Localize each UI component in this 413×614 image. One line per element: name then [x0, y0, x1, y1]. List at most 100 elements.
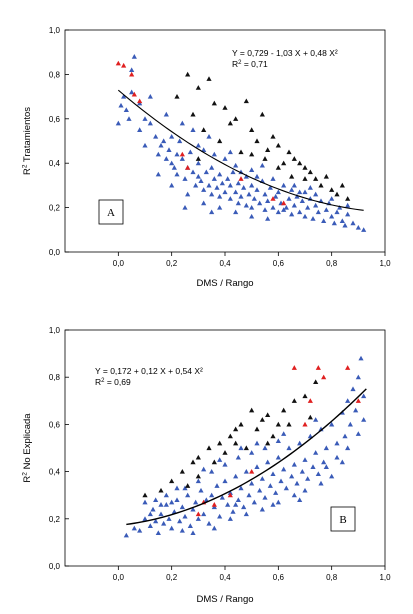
black-data-point — [297, 160, 303, 166]
blue-data-point — [129, 89, 135, 95]
blue-data-point — [201, 511, 207, 517]
blue-data-point — [262, 191, 268, 197]
blue-data-point — [147, 94, 153, 99]
blue-data-point — [225, 176, 231, 181]
blue-data-point — [241, 185, 247, 190]
black-data-point — [302, 165, 308, 170]
blue-data-point — [211, 176, 217, 181]
blue-data-point — [123, 532, 129, 538]
blue-data-point — [166, 147, 172, 152]
blue-data-point — [254, 440, 260, 446]
x-tick-label: 0,0 — [113, 573, 125, 582]
blue-data-point — [230, 509, 236, 514]
blue-data-point — [230, 169, 236, 175]
blue-data-point — [302, 189, 308, 195]
black-data-point — [291, 398, 297, 403]
regression-curve — [117, 89, 364, 211]
blue-data-point — [169, 499, 175, 505]
blue-data-point — [278, 478, 284, 484]
blue-data-point — [233, 209, 239, 215]
blue-data-point — [254, 464, 260, 469]
blue-data-point — [310, 216, 316, 221]
blue-data-point — [179, 120, 185, 126]
blue-data-point — [209, 191, 215, 197]
black-data-point — [243, 98, 249, 104]
y-axis-ticks: 0,0 0,2 0,4 0,6 0,8 1,0 — [49, 326, 69, 571]
blue-data-point — [355, 224, 361, 230]
x-tick-label: 0,2 — [166, 259, 178, 268]
black-data-point — [249, 151, 255, 157]
blue-data-point — [281, 207, 287, 212]
blue-data-point — [323, 445, 329, 451]
blue-data-point — [313, 191, 319, 197]
blue-data-point — [302, 457, 308, 462]
black-data-point — [302, 393, 308, 399]
blue-data-point — [187, 149, 193, 155]
blue-data-point — [270, 205, 276, 210]
black-data-point — [227, 120, 233, 126]
black-data-point — [211, 100, 217, 106]
black-data-point — [195, 85, 201, 90]
blue-data-point — [262, 445, 268, 451]
x-tick-label: 0,6 — [273, 573, 285, 582]
x-tick-label: 0,0 — [113, 259, 125, 268]
y-tick-label: 0,2 — [49, 515, 61, 524]
black-data-point — [249, 127, 255, 132]
red-data-point — [249, 469, 255, 474]
blue-data-point — [315, 209, 321, 215]
black-data-point — [190, 459, 196, 465]
blue-data-point — [249, 205, 255, 210]
blue-data-point — [259, 506, 265, 512]
blue-data-point — [182, 205, 188, 210]
blue-data-point — [147, 511, 153, 517]
black-data-point — [345, 196, 351, 201]
red-data-point — [321, 374, 327, 380]
y-tick-label: 0,4 — [49, 159, 61, 168]
red-data-point — [179, 151, 185, 157]
blue-data-point — [158, 511, 164, 517]
blue-data-point — [222, 156, 228, 161]
blue-data-point — [243, 511, 249, 517]
blue-data-point — [169, 133, 175, 139]
blue-data-point — [142, 116, 148, 121]
blue-data-point — [337, 205, 343, 210]
blue-data-point — [270, 176, 276, 181]
blue-data-point — [289, 211, 295, 217]
blue-data-point — [227, 490, 233, 495]
blue-data-point — [265, 216, 271, 221]
blue-data-point — [251, 499, 257, 505]
red-data-point — [227, 492, 233, 498]
y-tick-label: 0,0 — [49, 562, 61, 571]
blue-data-point — [190, 169, 196, 175]
red-data-point — [345, 365, 351, 370]
black-data-point — [289, 173, 295, 179]
blue-data-point — [217, 205, 223, 210]
blue-data-point — [182, 513, 188, 519]
black-data-point — [313, 379, 319, 384]
blue-data-point — [249, 182, 255, 188]
blue-data-point — [297, 189, 303, 195]
blue-data-point — [201, 200, 207, 206]
blue-data-point — [233, 189, 239, 195]
blue-data-point — [163, 111, 169, 117]
black-data-point — [217, 440, 223, 446]
black-data-point — [307, 169, 313, 175]
blue-data-point — [233, 162, 239, 168]
blue-data-point — [187, 523, 193, 528]
blue-data-point — [201, 466, 207, 472]
blue-data-point — [185, 191, 191, 197]
red-data-point — [307, 398, 313, 403]
blue-data-point — [137, 127, 143, 132]
blue-data-point — [201, 187, 207, 192]
red-data-point — [185, 165, 191, 170]
blue-data-point — [246, 191, 252, 197]
panel-label-box — [98, 199, 124, 225]
blue-data-point — [249, 450, 255, 455]
x-tick-label: 0,2 — [166, 573, 178, 582]
red-data-point — [121, 62, 127, 68]
blue-data-point — [273, 490, 279, 495]
data-points — [115, 54, 367, 232]
blue-data-point — [297, 497, 303, 502]
blue-data-point — [321, 459, 327, 465]
blue-data-point — [153, 133, 159, 139]
